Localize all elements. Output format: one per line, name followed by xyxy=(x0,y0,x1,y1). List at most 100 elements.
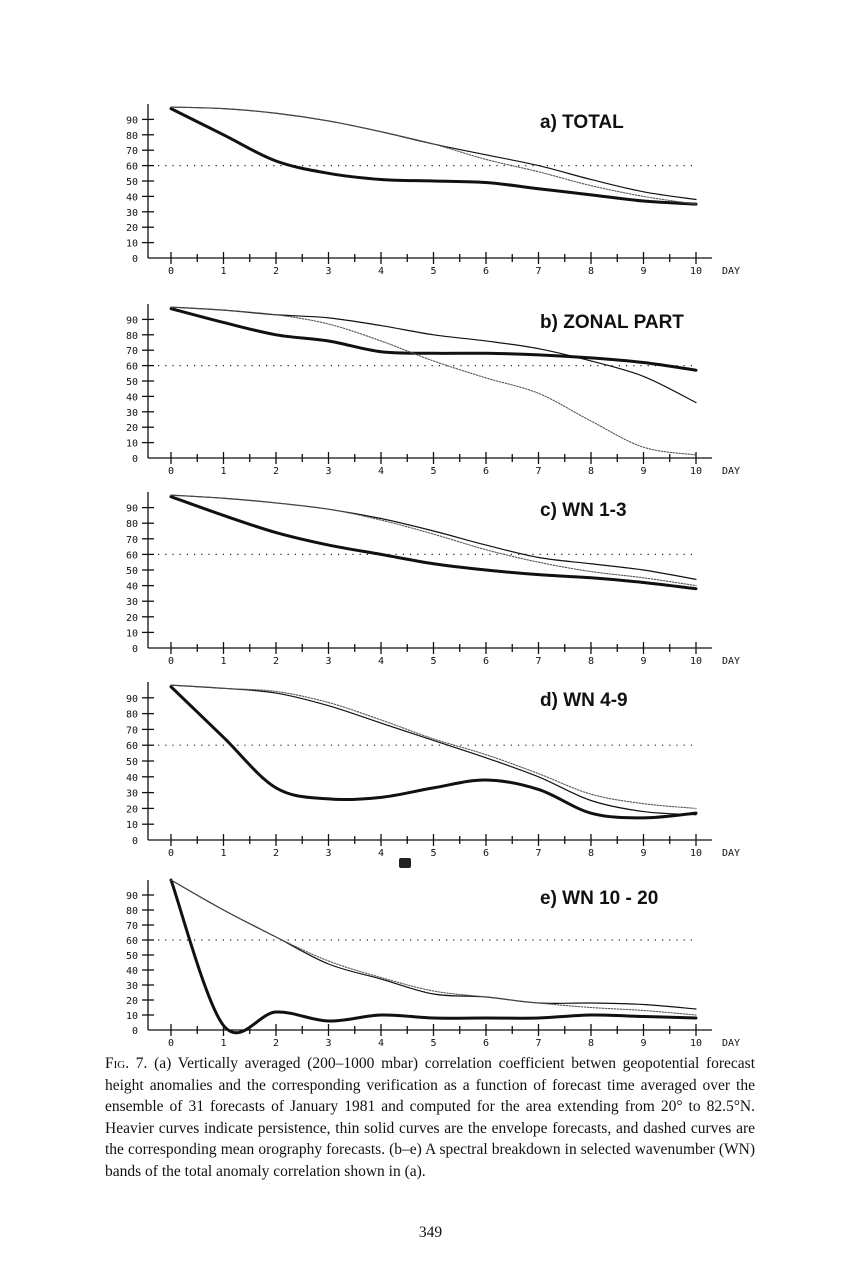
x-tick-label: 7 xyxy=(535,848,541,859)
x-tick-label: 4 xyxy=(378,656,384,667)
y-tick-label: 90 xyxy=(126,504,138,515)
y-tick-label: 40 xyxy=(126,582,138,593)
panel-marker xyxy=(399,858,411,868)
y-tick-label: 0 xyxy=(132,644,138,655)
y-tick-label: 20 xyxy=(126,423,138,434)
y-tick-label: 80 xyxy=(126,131,138,142)
series-line-heavy xyxy=(169,107,698,206)
y-tick-label: 30 xyxy=(126,597,138,608)
y-tick-label: 30 xyxy=(126,981,138,992)
y-tick-label: 50 xyxy=(126,951,138,962)
x-tick-label: 3 xyxy=(325,466,331,477)
x-axis-label: DAY xyxy=(722,266,740,277)
y-tick-label: 60 xyxy=(126,550,138,561)
y-tick-label: 0 xyxy=(132,254,138,265)
x-tick-label: 6 xyxy=(483,266,489,277)
y-tick-label: 40 xyxy=(126,773,138,784)
y-tick-label: 70 xyxy=(126,346,138,357)
y-tick-label: 20 xyxy=(126,804,138,815)
y-tick-label: 0 xyxy=(132,454,138,465)
series-line-dashed xyxy=(170,106,697,205)
series-line-heavy xyxy=(169,495,698,591)
x-tick-label: 2 xyxy=(273,1038,279,1049)
y-tick-label: 30 xyxy=(126,789,138,800)
page-number: 349 xyxy=(418,1224,443,1241)
x-tick-label: 4 xyxy=(378,848,384,859)
x-tick-label: 6 xyxy=(483,466,489,477)
series-line-heavy xyxy=(169,878,698,1035)
panel-title: b) ZONAL PART xyxy=(540,312,684,333)
x-axis-label: DAY xyxy=(722,1038,740,1049)
x-tick-label: 2 xyxy=(273,656,279,667)
panel-title: a) TOTAL xyxy=(540,112,624,133)
x-tick-label: 8 xyxy=(588,656,594,667)
x-tick-label: 8 xyxy=(588,848,594,859)
caption-label: Fig. 7. xyxy=(105,1055,148,1072)
y-tick-label: 10 xyxy=(126,239,138,250)
x-tick-label: 10 xyxy=(690,466,702,477)
y-tick-label: 80 xyxy=(126,331,138,342)
x-tick-label: 5 xyxy=(430,266,436,277)
x-tick-label: 10 xyxy=(690,1038,702,1049)
x-tick-label: 5 xyxy=(430,466,436,477)
y-tick-label: 60 xyxy=(126,162,138,173)
chart-panel-2: 0 10 20 30 40 50 60 70 80 90 0 1 2 3 4 5 6 7 8 9 10 DAY b) ZON… xyxy=(126,304,740,477)
chart-panel-1: 0 10 20 30 40 50 60 70 80 90 0 1 2 3 4 5 6 7 8 9 10 DAY a) TOT… xyxy=(126,104,740,277)
y-tick-label: 80 xyxy=(126,710,138,721)
x-tick-label: 0 xyxy=(168,656,174,667)
x-tick-label: 3 xyxy=(325,848,331,859)
x-axis-label: DAY xyxy=(722,656,740,667)
series-line-heavy xyxy=(169,307,698,372)
x-tick-label: 7 xyxy=(535,1038,541,1049)
y-tick-label: 70 xyxy=(126,725,138,736)
y-tick-label: 60 xyxy=(126,936,138,947)
x-tick-label: 6 xyxy=(483,1038,489,1049)
chart-panel-3: 0 10 20 30 40 50 60 70 80 90 0 1 2 3 4 5 6 7 8 9 10 DAY c) WN … xyxy=(126,492,740,667)
caption-text: (a) Vertically averaged (200–1000 mbar) … xyxy=(105,1055,756,1180)
y-tick-label: 50 xyxy=(126,757,138,768)
x-tick-label: 0 xyxy=(168,848,174,859)
y-tick-label: 0 xyxy=(132,836,138,847)
y-tick-label: 70 xyxy=(126,146,138,157)
y-tick-label: 30 xyxy=(126,408,138,419)
x-tick-label: 4 xyxy=(378,1038,384,1049)
series-line-thin xyxy=(170,684,697,816)
x-tick-label: 1 xyxy=(220,266,226,277)
y-tick-label: 50 xyxy=(126,177,138,188)
y-tick-label: 30 xyxy=(126,208,138,219)
x-tick-label: 10 xyxy=(690,656,702,667)
series-line-heavy xyxy=(169,685,698,820)
series-line-dashed xyxy=(170,879,697,1016)
x-tick-label: 7 xyxy=(535,266,541,277)
x-tick-label: 1 xyxy=(220,1038,226,1049)
y-tick-label: 60 xyxy=(126,362,138,373)
y-tick-label: 90 xyxy=(126,315,138,326)
x-tick-label: 7 xyxy=(535,466,541,477)
x-tick-label: 4 xyxy=(378,466,384,477)
x-tick-label: 3 xyxy=(325,656,331,667)
y-tick-label: 10 xyxy=(126,628,138,639)
panel-title: d) WN 4-9 xyxy=(540,690,628,711)
x-tick-label: 9 xyxy=(640,466,646,477)
y-tick-label: 10 xyxy=(126,439,138,450)
x-tick-label: 9 xyxy=(640,266,646,277)
y-tick-label: 70 xyxy=(126,921,138,932)
series-line-dashed xyxy=(170,494,697,587)
series-line-dashed xyxy=(170,306,697,456)
x-tick-label: 6 xyxy=(483,848,489,859)
x-tick-label: 9 xyxy=(640,848,646,859)
x-tick-label: 3 xyxy=(325,1038,331,1049)
x-tick-label: 7 xyxy=(535,656,541,667)
y-tick-label: 20 xyxy=(126,613,138,624)
x-tick-label: 10 xyxy=(690,266,702,277)
series-line-dashed xyxy=(170,684,697,809)
panel-title: c) WN 1-3 xyxy=(540,500,627,521)
x-tick-label: 8 xyxy=(588,1038,594,1049)
x-tick-label: 4 xyxy=(378,266,384,277)
x-tick-label: 1 xyxy=(220,848,226,859)
x-tick-label: 9 xyxy=(640,656,646,667)
chart-panel-5: 0 10 20 30 40 50 60 70 80 90 0 1 2 3 4 5 6 7 8 9 10 DAY e) WN … xyxy=(126,878,740,1049)
x-tick-label: 1 xyxy=(220,466,226,477)
x-tick-label: 0 xyxy=(168,466,174,477)
